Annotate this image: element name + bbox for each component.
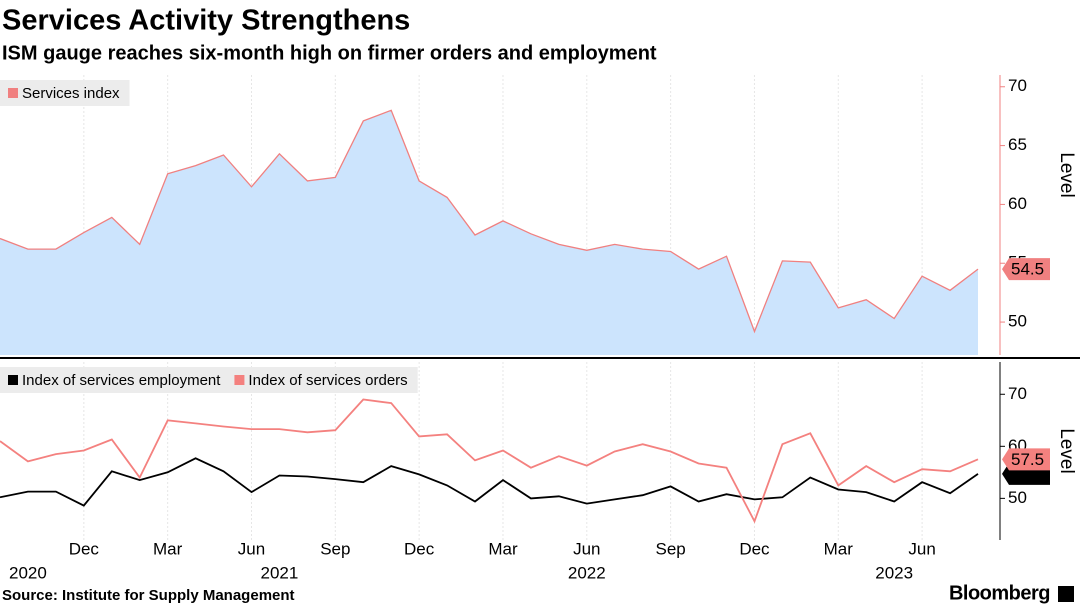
y-axis-label: Level [1056,152,1077,197]
brand: Bloomberg [949,582,1050,604]
legend-box [0,80,130,106]
x-tick-label: Mar [488,539,518,558]
x-tick-label: Mar [153,539,183,558]
y-tick-label: 60 [1008,194,1027,213]
brand-icon [1058,586,1074,602]
line [0,398,979,524]
x-year-label: 2022 [568,563,606,582]
legend-swatch [8,88,18,98]
legend-label: Index of services employment [22,372,221,389]
area [0,110,978,355]
x-tick-label: Mar [824,539,854,558]
legend-label: Services index [22,85,120,102]
legend-swatch [8,375,18,385]
x-tick-label: Sep [320,539,350,558]
x-tick-label: Jun [238,539,265,558]
legend-label: Index of services orders [248,372,407,389]
y-tick-label: 70 [1008,76,1027,95]
chart-title: Services Activity Strengthens [2,5,410,37]
x-tick-label: Dec [69,539,100,558]
last-value-label: 57.5 [1011,450,1044,469]
x-tick-label: Sep [656,539,686,558]
y-tick-label: 65 [1008,135,1027,154]
y-tick-label: 50 [1008,488,1027,507]
last-value-tag [1002,448,1050,471]
last-value-tag [1002,258,1050,281]
x-year-label: 2020 [9,563,47,582]
y-tick-label: 50 [1008,312,1027,331]
last-value-label: 54.5 [1011,260,1044,279]
x-tick-label: Jun [908,539,935,558]
y-tick-label: 70 [1008,384,1027,403]
legend-box [0,367,418,393]
x-year-label: 2021 [261,563,299,582]
x-year-label: 2023 [875,563,913,582]
x-tick-label: Dec [739,539,770,558]
line [0,457,979,507]
line [0,109,979,334]
x-tick-label: Dec [404,539,435,558]
y-axis-label: Level [1056,428,1077,473]
legend-swatch [234,375,245,385]
chart-subtitle: ISM gauge reaches six-month high on firm… [2,42,657,64]
x-tick-label: Jun [573,539,600,558]
source: Source: Institute for Supply Management [2,587,295,604]
